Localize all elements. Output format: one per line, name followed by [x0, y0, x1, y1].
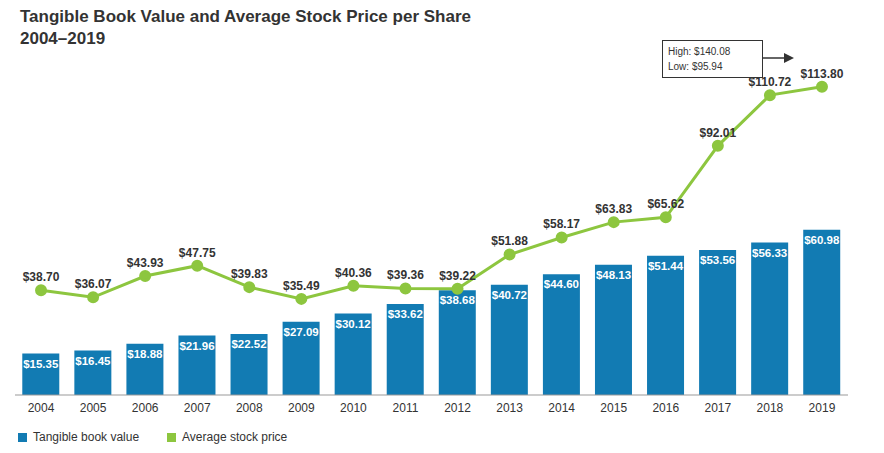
svg-text:2013: 2013 [496, 401, 523, 415]
svg-text:$39.36: $39.36 [387, 268, 424, 282]
svg-text:$38.68: $38.68 [440, 294, 476, 306]
svg-text:$27.09: $27.09 [284, 326, 319, 338]
svg-text:$39.83: $39.83 [231, 267, 268, 281]
svg-text:$113.80: $113.80 [801, 67, 844, 81]
svg-text:$63.83: $63.83 [595, 202, 632, 216]
svg-text:$60.98: $60.98 [804, 234, 840, 246]
svg-text:$35.49: $35.49 [283, 279, 320, 293]
svg-text:2012: 2012 [444, 401, 471, 415]
html-text:Low: $95.94: Low: $95.94 [668, 61, 723, 72]
html-text:Average stock price: Average stock price [182, 430, 288, 444]
svg-text:$16.45: $16.45 [75, 355, 111, 367]
svg-text:2011: 2011 [393, 401, 419, 415]
html-text:Tangible Book Value and Averag: Tangible Book Value and Average Stock Pr… [20, 7, 471, 26]
svg-text:$18.88: $18.88 [127, 348, 163, 360]
svg-text:2017: 2017 [704, 401, 731, 415]
svg-text:$33.62: $33.62 [388, 308, 423, 320]
svg-text:$47.75: $47.75 [179, 246, 216, 260]
svg-text:$65.62: $65.62 [647, 197, 684, 211]
svg-text:$43.93: $43.93 [127, 256, 164, 270]
svg-text:$38.70: $38.70 [23, 270, 60, 284]
svg-text:$56.33: $56.33 [752, 247, 787, 259]
svg-text:$110.72: $110.72 [748, 75, 792, 90]
html-text:2004–2019: 2004–2019 [20, 29, 106, 48]
svg-text:$51.44: $51.44 [648, 260, 684, 272]
svg-text:$39.22: $39.22 [439, 269, 476, 283]
svg-text:$30.12: $30.12 [336, 318, 371, 330]
svg-text:$40.36: $40.36 [335, 266, 372, 280]
svg-text:2015: 2015 [600, 401, 627, 415]
svg-text:2007: 2007 [184, 401, 211, 415]
svg-text:2018: 2018 [757, 401, 784, 415]
svg-text:$36.07: $36.07 [75, 277, 112, 291]
svg-text:$58.17: $58.17 [543, 217, 580, 231]
svg-text:$92.01: $92.01 [699, 126, 736, 140]
svg-text:$48.13: $48.13 [596, 269, 631, 281]
svg-text:2008: 2008 [236, 401, 263, 415]
svg-text:2014: 2014 [548, 401, 575, 415]
svg-text:$51.88: $51.88 [491, 234, 528, 248]
svg-text:2019: 2019 [809, 401, 836, 415]
html-text:Tangible book value: Tangible book value [33, 430, 140, 444]
svg-text:$44.60: $44.60 [544, 278, 579, 290]
svg-text:$40.72: $40.72 [492, 289, 527, 301]
svg-text:$53.56: $53.56 [700, 254, 735, 266]
svg-text:$15.35: $15.35 [23, 358, 59, 370]
html-text:High: $140.08: High: $140.08 [668, 46, 731, 57]
svg-text:$21.96: $21.96 [179, 340, 214, 352]
svg-text:2004: 2004 [28, 401, 55, 415]
svg-text:2010: 2010 [340, 401, 367, 415]
svg-text:2005: 2005 [80, 401, 107, 415]
svg-text:$22.52: $22.52 [231, 338, 266, 350]
svg-text:2006: 2006 [132, 401, 159, 415]
svg-text:2016: 2016 [652, 401, 679, 415]
svg-text:2009: 2009 [288, 401, 315, 415]
